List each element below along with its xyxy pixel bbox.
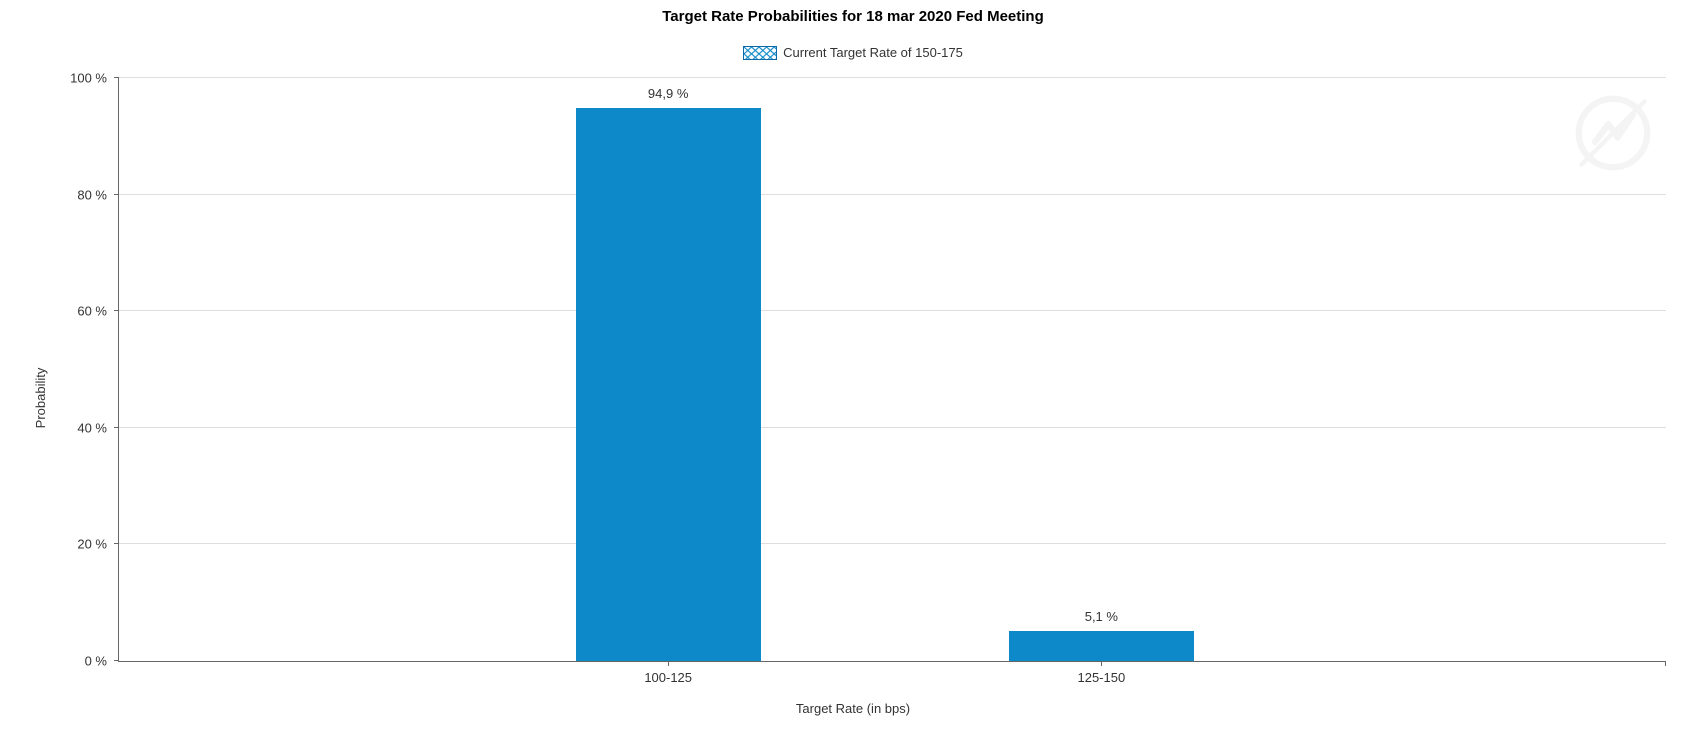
watermark-icon bbox=[1568, 88, 1658, 183]
y-axis-label: Probability bbox=[33, 368, 48, 429]
y-tick-label: 100 % bbox=[70, 71, 119, 86]
gridline bbox=[119, 194, 1666, 195]
chart-area: Probability Target Rate (in bps) 0 %20 %… bbox=[0, 78, 1706, 718]
gridline bbox=[119, 427, 1666, 428]
gridline bbox=[119, 77, 1666, 78]
legend-text: Current Target Rate of 150-175 bbox=[783, 45, 963, 60]
x-tick-mark bbox=[1101, 661, 1102, 666]
y-tick-label: 80 % bbox=[77, 187, 119, 202]
bar-value-label: 5,1 % bbox=[1085, 609, 1118, 624]
y-tick-label: 60 % bbox=[77, 304, 119, 319]
y-tick-label: 0 % bbox=[85, 654, 119, 669]
x-category-label: 125-150 bbox=[1077, 670, 1125, 685]
chart-title: Target Rate Probabilities for 18 mar 202… bbox=[0, 0, 1706, 25]
y-tick-label: 40 % bbox=[77, 420, 119, 435]
chart-legend: Current Target Rate of 150-175 bbox=[0, 45, 1706, 60]
x-axis-label: Target Rate (in bps) bbox=[796, 701, 910, 716]
gridline bbox=[119, 543, 1666, 544]
legend-swatch bbox=[743, 46, 777, 60]
y-tick-label: 20 % bbox=[77, 537, 119, 552]
bar: 94,9 % bbox=[576, 108, 761, 661]
x-tick-mark bbox=[668, 661, 669, 666]
bar: 5,1 % bbox=[1009, 631, 1194, 661]
plot-region: 0 %20 %40 %60 %80 %100 %94,9 %100-1255,1… bbox=[118, 78, 1666, 662]
axis-end-tick bbox=[1665, 661, 1666, 666]
bar-value-label: 94,9 % bbox=[648, 86, 688, 101]
x-category-label: 100-125 bbox=[644, 670, 692, 685]
gridline bbox=[119, 310, 1666, 311]
